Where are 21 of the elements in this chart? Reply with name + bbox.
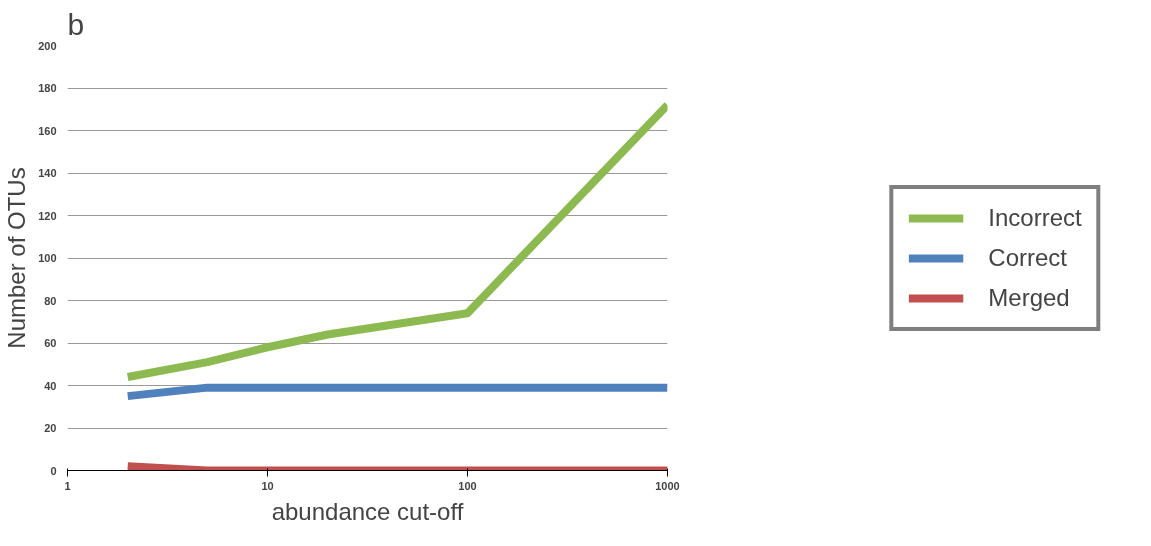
y-tick-label: 40: [44, 379, 57, 392]
x-tick-label: 1000: [655, 479, 680, 492]
x-axis-title: abundance cut-off: [271, 497, 464, 525]
legend-label: Merged: [988, 283, 1070, 312]
y-tick-label: 0: [50, 464, 57, 477]
y-axis-title: Number of OTUs: [3, 167, 31, 349]
x-tick-label: 1: [64, 479, 71, 492]
y-tick-label: 20: [44, 422, 57, 434]
x-tick-label: 100: [458, 479, 477, 492]
y-tick-label: 60: [44, 337, 57, 349]
y-tick-label: 160: [38, 124, 57, 137]
chart-title: b: [67, 7, 85, 41]
x-tick-label: 10: [261, 479, 274, 492]
y-tick-label: 80: [44, 294, 57, 307]
y-tick-label: 120: [38, 209, 57, 222]
legend-label: Correct: [988, 243, 1067, 272]
y-tick-label: 180: [38, 82, 57, 94]
y-tick-label: 100: [38, 252, 57, 264]
y-tick-label: 200: [38, 39, 57, 52]
legend-label: Incorrect: [988, 203, 1082, 232]
y-tick-label: 140: [38, 167, 57, 179]
